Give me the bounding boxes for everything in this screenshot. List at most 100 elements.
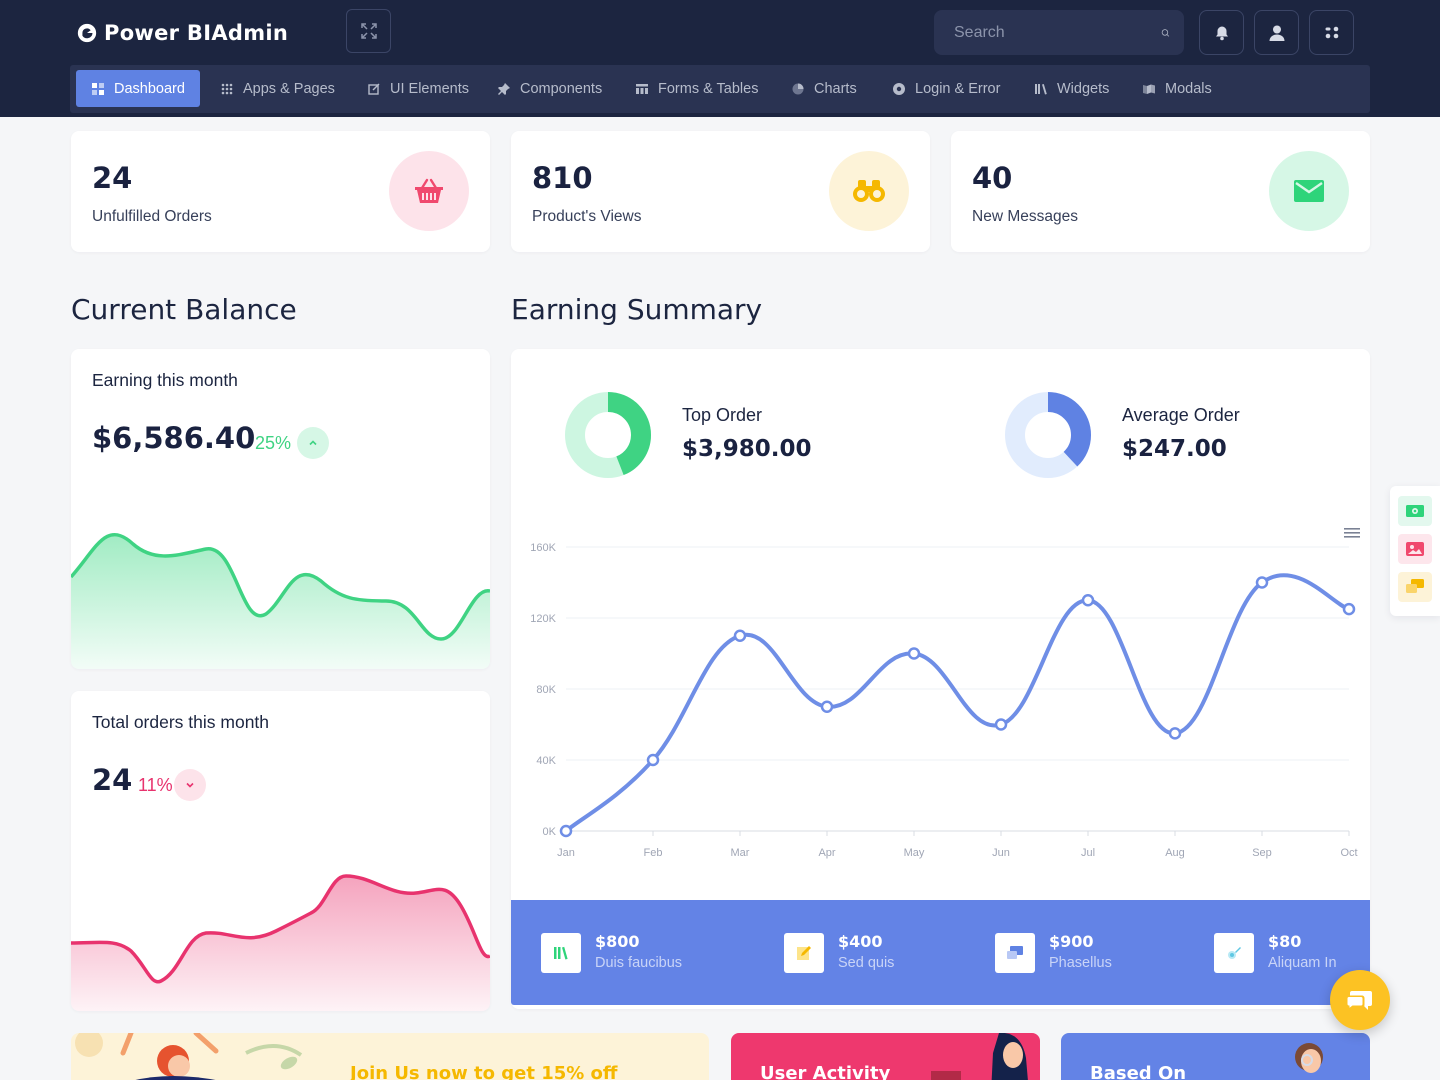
dashboard-icon (92, 82, 104, 95)
avg-order-donut (1005, 392, 1091, 478)
earning-sparkline (71, 532, 490, 669)
side-quick-panel (1390, 486, 1440, 616)
data-point (1168, 727, 1182, 740)
stat-label: Product's Views (532, 208, 642, 225)
nav-charts[interactable]: Charts (776, 70, 872, 107)
fullscreen-button[interactable] (346, 9, 391, 53)
side-chat-button[interactable] (1398, 572, 1432, 602)
user-activity-card[interactable]: User Activity (731, 1033, 1040, 1080)
pin-icon (498, 82, 510, 95)
strip-value: $900 (1049, 932, 1094, 951)
stat-value: 810 (532, 161, 593, 195)
x-tick-label: Apr (818, 847, 835, 859)
map-icon (1143, 84, 1155, 94)
notifications-button[interactable] (1199, 10, 1244, 55)
side-money-button[interactable] (1398, 496, 1432, 526)
based-on-card[interactable]: Based On (1061, 1033, 1370, 1080)
nav-ui-elements[interactable]: UI Elements (352, 70, 484, 107)
strip-value: $800 (595, 932, 640, 951)
chat-icon (1346, 991, 1372, 1011)
pie-icon (792, 83, 804, 94)
chat-bubbles-icon (1406, 579, 1424, 593)
nav-label: Components (520, 80, 603, 97)
nav-components[interactable]: Components (482, 70, 617, 107)
strip-icon-box (541, 933, 581, 973)
x-tick-label: Aug (1165, 847, 1185, 859)
image-icon (1406, 542, 1424, 556)
avg-order-value: $247.00 (1122, 436, 1227, 462)
x-tick-label: Jan (557, 847, 575, 859)
strip-value: $80 (1268, 932, 1302, 951)
search-input[interactable] (954, 23, 1161, 42)
books-icon (554, 946, 568, 960)
chart-menu-icon[interactable] (1344, 527, 1360, 539)
top-order-donut (565, 392, 651, 478)
join-promo-text: Join Us now to get 15% off (350, 1063, 618, 1080)
strip-label: Duis faucibus (595, 955, 683, 971)
nav-forms-tables[interactable]: Forms & Tables (620, 70, 773, 107)
stat-value: 24 (92, 161, 133, 195)
stat-label: New Messages (972, 208, 1078, 225)
avg-order-label: Average Order (1122, 405, 1240, 425)
join-promo-card[interactable]: Join Us now to get 15% off (71, 1033, 709, 1080)
brush-icon (1228, 947, 1241, 959)
edit-icon (368, 83, 380, 95)
nav-label: Charts (814, 80, 857, 97)
bell-icon (1215, 26, 1228, 40)
chat-fab-button[interactable] (1330, 970, 1390, 1030)
nav-apps-pages[interactable]: Apps & Pages (205, 70, 350, 107)
strip-item[interactable]: $900 Phasellus (995, 932, 1112, 974)
table-icon (636, 83, 648, 94)
binoculars-icon (853, 180, 885, 202)
nav-login-error[interactable]: Login & Error (877, 70, 1015, 107)
current-balance-title: Current Balance (71, 293, 297, 326)
strip-icon-box (784, 933, 824, 973)
mail-icon (1294, 180, 1324, 202)
trend-down-badge (174, 769, 206, 801)
y-tick-label: 80K (536, 684, 556, 696)
x-tick-label: Mar (731, 847, 750, 859)
apps-button[interactable] (1309, 10, 1354, 55)
stat-card-messages[interactable]: 40 New Messages (951, 131, 1370, 252)
record-icon (893, 82, 905, 95)
top-bar: Power BIAdmin (0, 0, 1440, 117)
stat-icon-circle (829, 151, 909, 231)
stat-icon-circle (389, 151, 469, 231)
promo-illustration (75, 1033, 303, 1080)
stat-card-views[interactable]: 810 Product's Views (511, 131, 930, 252)
y-tick-label: 0K (543, 826, 557, 838)
data-point (907, 647, 921, 660)
profile-button[interactable] (1254, 10, 1299, 55)
data-point (820, 700, 834, 713)
strip-label: Sed quis (838, 955, 895, 971)
nav-label: Apps & Pages (243, 80, 335, 97)
data-point (1255, 576, 1269, 589)
earning-series-line (564, 573, 1351, 833)
nav-label: Login & Error (915, 80, 1001, 97)
data-point (1081, 594, 1095, 607)
earning-summary-title: Earning Summary (511, 293, 763, 326)
nav-label: UI Elements (390, 80, 469, 97)
nav-modals[interactable]: Modals (1127, 70, 1227, 107)
nav-widgets[interactable]: Widgets (1019, 70, 1124, 107)
strip-item[interactable]: $80 Aliquam In (1214, 932, 1337, 974)
side-image-button[interactable] (1398, 534, 1432, 564)
stat-card-orders[interactable]: 24 Unfulfilled Orders (71, 131, 490, 252)
nav-dashboard[interactable]: Dashboard (76, 70, 200, 107)
user-icon (1269, 25, 1284, 41)
strip-item[interactable]: $800 Duis faucibus (541, 932, 682, 974)
orders-value: 24 (92, 763, 133, 797)
orders-card-title: Total orders this month (92, 712, 270, 732)
data-point (646, 753, 660, 767)
based-on-title: Based On (1090, 1063, 1187, 1080)
strip-item[interactable]: $400 Sed quis (784, 932, 894, 974)
data-point (994, 718, 1008, 731)
nav-label: Widgets (1057, 80, 1110, 97)
search-icon[interactable] (1161, 22, 1170, 44)
chevron-up-icon (309, 440, 317, 446)
stat-label: Unfulfilled Orders (92, 208, 212, 225)
strip-value: $400 (838, 932, 883, 951)
brand[interactable]: Power BIAdmin (76, 18, 288, 48)
orders-card: Total orders this month 24 11% (71, 691, 490, 1011)
top-order-label: Top Order (682, 405, 763, 425)
